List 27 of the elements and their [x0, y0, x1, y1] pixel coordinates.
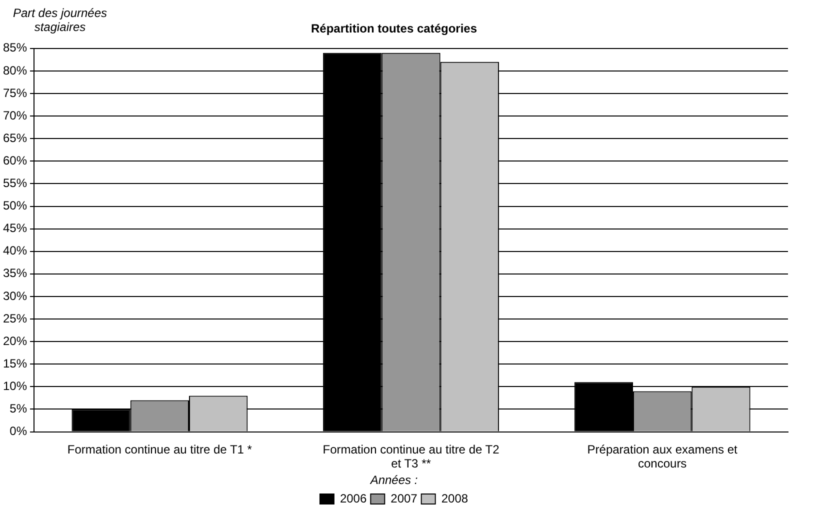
- y-tick-label: 15%: [2, 356, 28, 370]
- y-tick-label: 20%: [2, 334, 28, 348]
- y-tick-label: 35%: [2, 266, 28, 280]
- y-tick-label: 80%: [2, 63, 28, 78]
- y-tick-label: 85%: [2, 40, 28, 55]
- y-tick-label: 50%: [2, 198, 28, 213]
- legend-label: 2006: [340, 491, 367, 506]
- legend-label: 2008: [441, 491, 468, 506]
- chart-title: Répartition toutes catégories: [310, 22, 478, 36]
- x-tick-label: Préparation aux examens et concours: [587, 442, 738, 471]
- y-tick-label: 60%: [2, 153, 28, 168]
- y-tick-label: 10%: [2, 379, 28, 394]
- y-axis-title: Part des journées stagiaires: [12, 6, 108, 34]
- y-tick-label: 0%: [10, 424, 28, 438]
- y-tick-label: 65%: [2, 130, 28, 145]
- y-tick-label: 70%: [2, 108, 28, 122]
- y-tick-label: 55%: [2, 176, 28, 190]
- legend-label: 2007: [390, 491, 418, 506]
- y-tick-label: 5%: [10, 402, 28, 416]
- x-tick-label: Formation continue au titre de T2 et T3 **: [322, 442, 500, 471]
- y-tick-label: 75%: [2, 86, 28, 100]
- legend-title: Années :: [369, 472, 418, 487]
- y-tick-label: 45%: [2, 221, 28, 236]
- y-tick-label: 25%: [2, 311, 28, 326]
- y-tick-label: 40%: [2, 244, 28, 258]
- x-tick-label: Formation continue au titre de T1 *: [67, 442, 252, 456]
- y-tick-label: 30%: [2, 288, 28, 303]
